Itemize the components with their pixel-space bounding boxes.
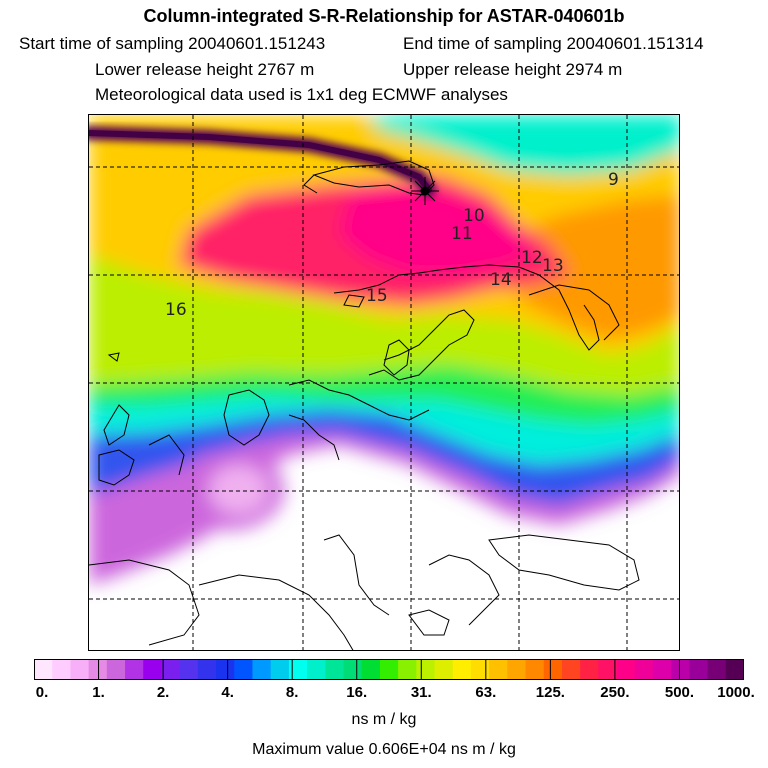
day-label: 14 (490, 270, 512, 290)
upper-release-height-label: Upper release height 2974 m (403, 60, 623, 79)
color-scale-swatch (52, 659, 72, 680)
sensitivity-field (89, 115, 679, 650)
color-scale-tick-label: 31. (410, 684, 432, 701)
color-scale-swatch (725, 659, 745, 680)
color-scale-swatch (288, 659, 308, 680)
day-label: 12 (521, 248, 543, 268)
color-scale-swatch (671, 659, 690, 680)
color-scale-units: ns m / kg (351, 711, 417, 728)
day-label: 15 (366, 286, 388, 306)
chart-title: Column-integrated S-R-Relationship for A… (143, 6, 625, 26)
color-scale-bar (34, 659, 745, 680)
color-scale-swatch (634, 659, 654, 680)
color-scale-swatch (252, 659, 272, 680)
color-scale-swatch (598, 659, 618, 680)
color-scale-tick-label: 1. (92, 684, 105, 701)
color-scale-swatch (125, 659, 144, 680)
color-scale-tick-label: 16. (346, 684, 368, 701)
color-scale-swatch (161, 659, 181, 680)
color-scale-tick-label: 500. (664, 684, 695, 701)
color-scale-swatch (525, 659, 545, 680)
color-scale-swatch (343, 659, 363, 680)
color-scale-swatch (216, 659, 235, 680)
color-scale-swatch (616, 659, 636, 680)
color-scale-swatch (652, 659, 672, 680)
end-time-label: End time of sampling 20040601.151314 (403, 34, 704, 53)
color-scale-tick-label: 63. (475, 684, 497, 701)
color-scale-swatch (489, 659, 508, 680)
color-scale-swatch (398, 659, 417, 680)
color-scale-tick-label: 4. (221, 684, 234, 701)
color-scale-tick-label: 125. (535, 684, 565, 701)
start-time-label: Start time of sampling 20040601.151243 (19, 34, 326, 53)
color-scale-tick-label: 8. (285, 684, 299, 701)
color-scale-swatch (580, 659, 599, 680)
color-scale-swatch (106, 659, 126, 680)
day-labels: 9 10 11 12 13 14 15 16 (165, 170, 619, 320)
day-label: 11 (451, 224, 473, 244)
color-scale-swatch (416, 659, 436, 680)
color-scale-swatch (143, 659, 163, 680)
color-scale-tick-label: 0. (35, 684, 49, 701)
color-scale-swatch (707, 659, 727, 680)
day-label: 13 (542, 256, 564, 276)
color-scale-swatch (452, 659, 472, 680)
color-scale-swatch (507, 659, 527, 680)
color-scale-swatch (543, 659, 563, 680)
color-scale-tick-label: 250. (600, 684, 630, 701)
receptor-marker (411, 177, 439, 205)
color-scale-swatch (307, 659, 326, 680)
color-scale-swatch (434, 659, 454, 680)
color-scale-swatch (70, 659, 90, 680)
color-scale-swatch (179, 659, 199, 680)
color-scale-swatch (325, 659, 345, 680)
color-scale-border (34, 659, 744, 680)
day-label: 10 (463, 206, 485, 226)
lower-release-height-label: Lower release height 2767 m (95, 60, 315, 79)
color-scale-labels: 0. 1. 2. 4. 8. 16. 31. 63. 125. 250. 500. 1000. (0, 684, 768, 704)
graticule (89, 115, 679, 650)
color-scale-swatch (379, 659, 399, 680)
color-scale-swatch (689, 659, 709, 680)
sensitivity-map: 9 10 11 12 13 14 15 16 (88, 114, 680, 651)
maximum-value-label: Maximum value 0.606E+04 ns m / kg (252, 741, 516, 758)
color-scale-tick-label: 2. (156, 684, 170, 701)
day-label: 16 (165, 300, 187, 320)
color-scale-swatch (88, 659, 108, 680)
color-scale-tick-label: 1000. (717, 684, 755, 701)
meteorological-data-label: Meteorological data used is 1x1 deg ECMW… (95, 85, 508, 104)
color-scale-swatch (234, 659, 254, 680)
color-scale-swatch (197, 659, 217, 680)
color-scale-swatch (270, 659, 290, 680)
color-scale-swatch (470, 659, 490, 680)
color-scale-swatch (34, 659, 53, 680)
day-label: 9 (608, 170, 619, 190)
color-scale-swatch (361, 659, 381, 680)
color-scale-swatch (561, 659, 581, 680)
